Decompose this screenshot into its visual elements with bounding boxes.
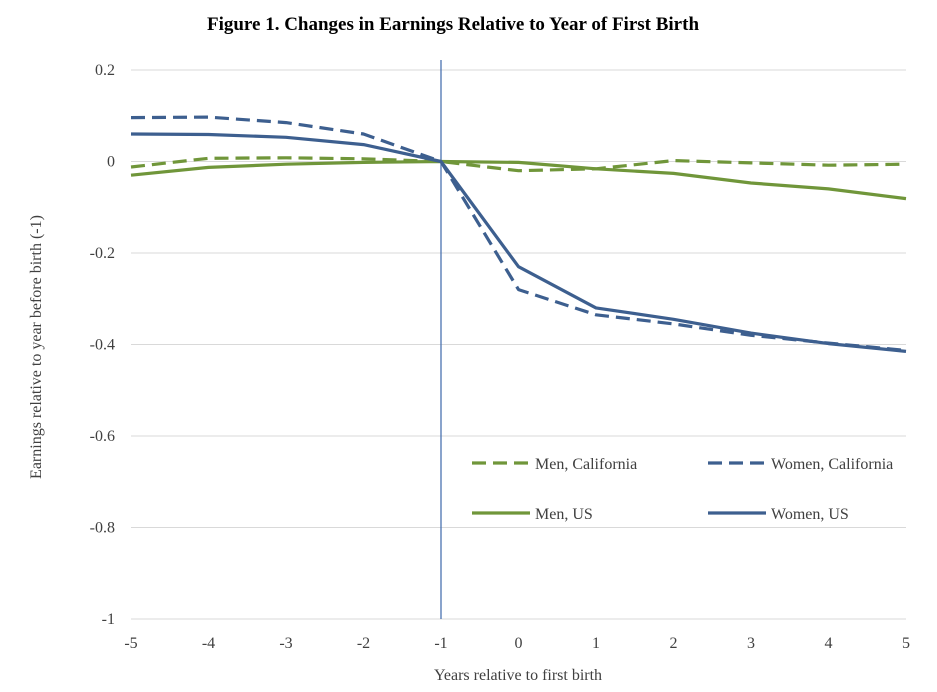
series-line-3 (130, 132, 907, 353)
y-tick-label: -0.6 (90, 428, 115, 445)
x-tick-label: 0 (515, 635, 523, 652)
y-axis-ticks: 0.2 0 -0.2 -0.4 -0.6 -0.8 -1 (90, 62, 115, 628)
x-tick-label: 5 (902, 635, 910, 652)
x-axis-ticks: -5 -4 -3 -2 -1 0 1 2 3 4 5 (124, 635, 910, 652)
x-tick-label: -4 (202, 635, 215, 652)
x-tick-label: -5 (124, 635, 137, 652)
series-line-1 (130, 115, 907, 352)
x-tick-label: -1 (434, 635, 447, 652)
y-tick-label: 0.2 (95, 62, 115, 79)
gridlines (131, 69, 906, 620)
x-axis-label: Years relative to first birth (434, 667, 602, 684)
legend-label: Men, California (535, 456, 637, 473)
series-line-2 (130, 159, 907, 201)
x-tick-label: 4 (825, 635, 833, 652)
x-tick-label: -3 (279, 635, 292, 652)
y-tick-label: -0.4 (90, 337, 115, 354)
legend-label: Women, US (771, 506, 849, 523)
series-lines (130, 115, 907, 353)
y-tick-label: -0.8 (90, 520, 115, 537)
x-tick-label: 3 (747, 635, 755, 652)
chart-title: Figure 1. Changes in Earnings Relative t… (207, 14, 699, 35)
x-tick-label: -2 (357, 635, 370, 652)
y-axis-label: Earnings relative to year before birth (… (28, 215, 45, 479)
x-tick-label: 1 (592, 635, 600, 652)
legend-label: Men, US (535, 506, 593, 523)
series-line-0 (130, 156, 907, 173)
y-tick-label: -1 (102, 611, 115, 628)
legend-label: Women, California (771, 456, 893, 473)
legend: Men, California Women, California Men, US W… (472, 456, 893, 523)
x-tick-label: 2 (670, 635, 678, 652)
y-tick-label: 0 (107, 154, 115, 171)
y-tick-label: -0.2 (90, 245, 115, 262)
